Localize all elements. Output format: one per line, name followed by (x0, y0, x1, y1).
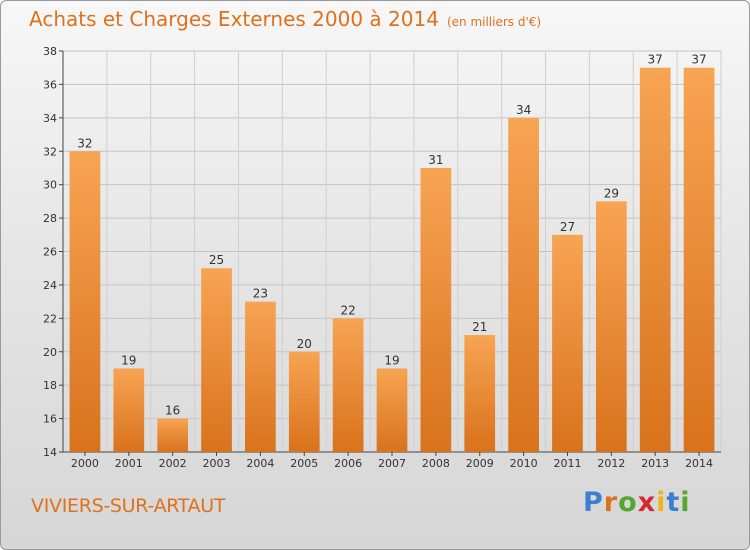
y-tick-label: 26 (43, 246, 57, 259)
chart-title-text: Achats et Charges Externes 2000 à 2014 (29, 7, 439, 31)
data-labels: 32 19 16 25 23 20 22 19 31 21 34 27 29 37 37 (77, 53, 706, 418)
chart-title: Achats et Charges Externes 2000 à 2014 (e… (29, 7, 541, 31)
data-label: 16 (165, 404, 180, 418)
x-tick-label: 2002 (159, 457, 187, 470)
bar (595, 201, 627, 452)
x-tick-label: 2005 (290, 457, 318, 470)
x-tick-label: 2010 (510, 457, 538, 470)
logo-letter: t (666, 487, 681, 518)
bar (376, 368, 408, 452)
y-tick-label: 36 (43, 78, 57, 91)
logo-letter: P (583, 487, 604, 518)
x-tick-label: 2003 (203, 457, 231, 470)
bar (639, 67, 671, 452)
data-label: 29 (604, 186, 619, 200)
bar (157, 418, 189, 452)
y-tick-label: 18 (43, 379, 57, 392)
data-label: 34 (516, 103, 531, 117)
logo-letter: i (680, 487, 691, 518)
logo-letter: o (618, 487, 638, 518)
bar (245, 301, 276, 452)
x-tick-label: 2007 (378, 457, 406, 470)
x-tick-label: 2014 (685, 457, 713, 470)
y-tick-label: 32 (43, 145, 57, 158)
proxiti-logo: Proxiti (583, 487, 691, 518)
x-tick-label: 2013 (641, 457, 669, 470)
data-label: 22 (340, 303, 355, 317)
data-label: 32 (77, 136, 92, 150)
x-tick-label: 2000 (71, 457, 99, 470)
y-tick-label: 34 (43, 112, 57, 125)
x-tick-label: 2006 (334, 457, 362, 470)
bar (288, 351, 320, 452)
y-tick-label: 24 (43, 279, 57, 292)
x-tick-label: 2004 (246, 457, 274, 470)
y-tick-label: 38 (43, 45, 57, 58)
bar (464, 335, 496, 452)
bars (69, 67, 715, 453)
bar (332, 318, 364, 452)
data-label: 27 (560, 220, 575, 234)
y-tick-label: 14 (43, 446, 57, 459)
data-label: 23 (253, 287, 268, 301)
bar (201, 268, 232, 452)
chart-unit: (en milliers d'€) (446, 15, 542, 29)
x-tick-label: 2001 (115, 457, 143, 470)
logo-letter: i (656, 487, 667, 518)
x-tick-label: 2009 (466, 457, 494, 470)
commune-name: VIVIERS-SUR-ARTAUT (31, 495, 226, 517)
logo-letter: r (603, 487, 619, 518)
y-tick-label: 20 (43, 346, 57, 359)
bar (508, 117, 539, 452)
data-label: 31 (428, 153, 443, 167)
data-label: 19 (121, 353, 136, 367)
x-tick-label: 2008 (422, 457, 450, 470)
x-tick-label: 2011 (553, 457, 581, 470)
data-label: 19 (384, 353, 399, 367)
y-tick-label: 16 (43, 413, 57, 426)
bar (420, 167, 452, 453)
data-label: 37 (691, 53, 706, 67)
data-label: 20 (297, 337, 312, 351)
bar (683, 67, 715, 452)
y-tick-label: 28 (43, 212, 57, 225)
data-label: 37 (648, 53, 663, 67)
bar (69, 151, 101, 452)
data-label: 25 (209, 253, 224, 267)
logo-letter: x (637, 487, 657, 518)
data-label: 21 (472, 320, 487, 334)
x-tick-label: 2012 (597, 457, 625, 470)
y-tick-label: 22 (43, 312, 57, 325)
bar (113, 368, 145, 452)
bar (552, 234, 583, 452)
y-tick-label: 30 (43, 179, 57, 192)
